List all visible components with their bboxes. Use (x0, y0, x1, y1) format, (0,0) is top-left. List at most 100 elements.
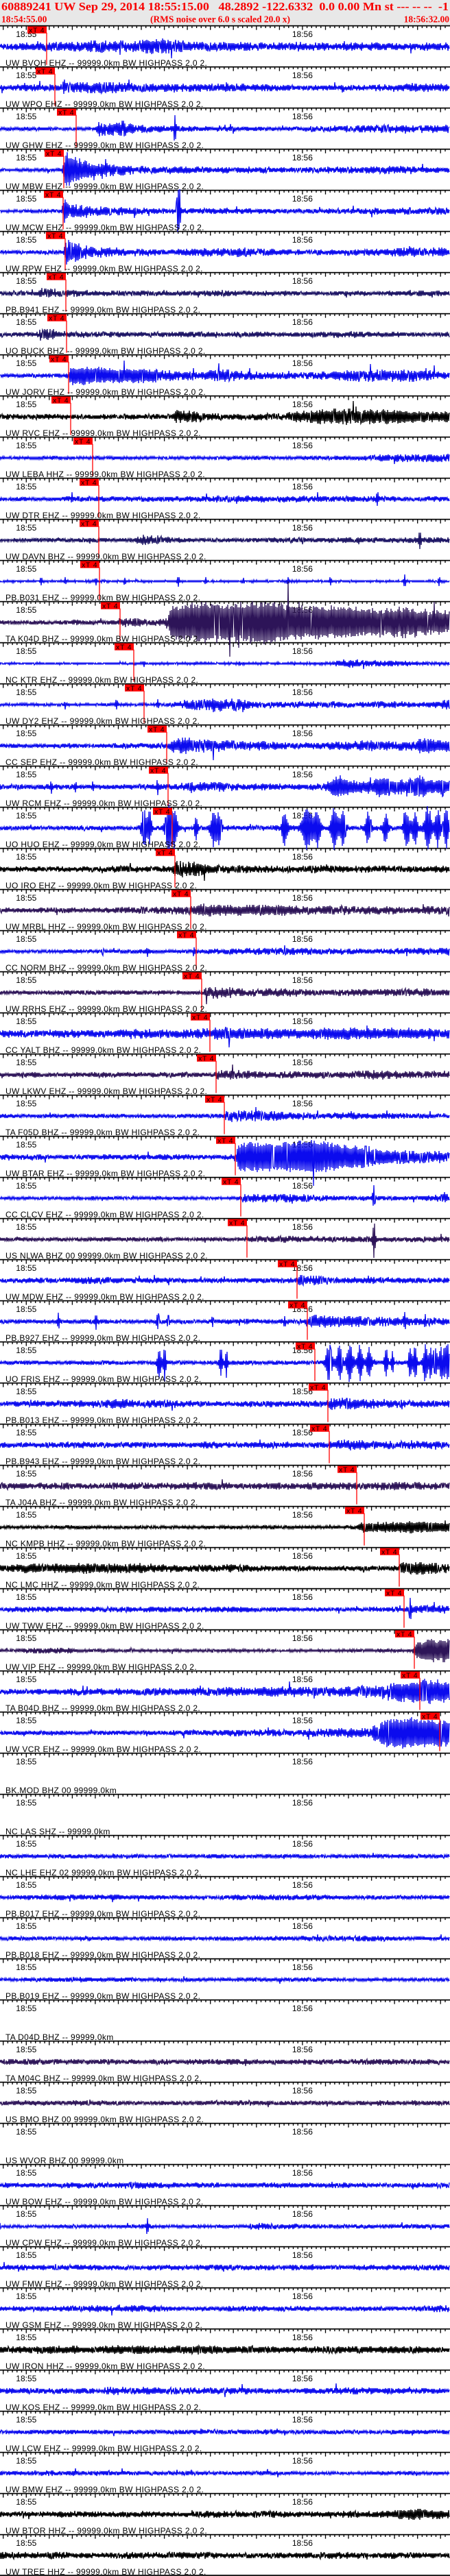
svg-text:UW BTAR EHZ -- 99999.0km BW HI: UW BTAR EHZ -- 99999.0km BW HIGHPASS 2.0… (5, 1169, 205, 1178)
svg-text:18:55: 18:55 (16, 1798, 36, 1808)
svg-text:UW BMW EHZ -- 99999.0km BW HIG: UW BMW EHZ -- 99999.0km BW HIGHPASS 2.0 … (5, 2485, 204, 2494)
svg-text:18:55: 18:55 (16, 1839, 36, 1849)
svg-text:18:56: 18:56 (292, 441, 313, 450)
svg-text:18:55: 18:55 (16, 2497, 36, 2507)
svg-text:xT 4: xT 4 (47, 232, 63, 240)
svg-text:18:55: 18:55 (16, 1469, 36, 1479)
svg-text:18:56: 18:56 (292, 2209, 313, 2219)
svg-text:60889241 UW Sep 29, 2014 18:55: 60889241 UW Sep 29, 2014 18:55:15.00 48.… (1, 0, 449, 13)
svg-text:xT 4: xT 4 (339, 1466, 355, 1474)
svg-text:18:55: 18:55 (16, 1921, 36, 1931)
svg-text:UW BOW EHZ -- 99999.0km BW HIG: UW BOW EHZ -- 99999.0km BW HIGHPASS 2.0 … (5, 2197, 204, 2207)
svg-text:18:56: 18:56 (292, 2004, 313, 2013)
svg-text:18:55: 18:55 (16, 71, 36, 80)
svg-text:18:55: 18:55 (16, 1346, 36, 1355)
svg-text:TA F05D BHZ -- 99999.0km BW HI: TA F05D BHZ -- 99999.0km BW HIGHPASS 2.0… (5, 1128, 200, 1137)
svg-text:xT 4: xT 4 (81, 478, 97, 487)
svg-text:18:55: 18:55 (16, 2374, 36, 2383)
svg-text:18:55: 18:55 (16, 1058, 36, 1067)
svg-text:18:56: 18:56 (292, 729, 313, 738)
svg-text:18:55: 18:55 (16, 2127, 36, 2137)
svg-text:18:55: 18:55 (16, 1222, 36, 1232)
svg-text:18:56: 18:56 (292, 646, 313, 656)
svg-text:18:55: 18:55 (16, 112, 36, 121)
svg-text:18:56: 18:56 (292, 29, 313, 39)
svg-text:xT 4: xT 4 (58, 108, 74, 117)
svg-text:18:55: 18:55 (16, 2086, 36, 2095)
svg-text:US WVOR BHZ 00 99999.0km: US WVOR BHZ 00 99999.0km (5, 2156, 123, 2165)
svg-text:18:55: 18:55 (16, 1963, 36, 1972)
svg-text:NC LMC HHZ -- 99999.0km BW HIG: NC LMC HHZ -- 99999.0km BW HIGHPASS 2.0 … (5, 1580, 200, 1590)
svg-text:BK.MOD BHZ 00 99999.0km: BK.MOD BHZ 00 99999.0km (5, 1786, 117, 1795)
svg-text:PB.B927 EHZ -- 99999.0km BW HI: PB.B927 EHZ -- 99999.0km BW HIGHPASS 2.0… (5, 1333, 200, 1343)
svg-text:18:56: 18:56 (292, 975, 313, 985)
svg-text:xT 4: xT 4 (310, 1383, 326, 1392)
svg-text:xT 4: xT 4 (192, 1013, 208, 1021)
svg-text:18:55: 18:55 (16, 194, 36, 204)
svg-text:18:56: 18:56 (292, 112, 313, 121)
svg-text:xT 4: xT 4 (402, 1671, 418, 1679)
svg-text:xT 4: xT 4 (381, 1548, 397, 1556)
svg-text:18:55: 18:55 (16, 1757, 36, 1766)
svg-text:18:55: 18:55 (16, 153, 36, 162)
svg-text:18:55: 18:55 (16, 523, 36, 533)
svg-text:xT 4: xT 4 (279, 1260, 295, 1268)
svg-text:18:55: 18:55 (16, 400, 36, 409)
svg-text:UW BTOR HHZ -- 99999.0km BW HI: UW BTOR HHZ -- 99999.0km BW HIGHPASS 2.0… (5, 2526, 207, 2536)
svg-text:xT 4: xT 4 (346, 1507, 362, 1515)
svg-text:18:56: 18:56 (292, 770, 313, 779)
svg-text:TA D04D BHZ -- 99999.0km: TA D04D BHZ -- 99999.0km (5, 2032, 114, 2042)
svg-text:PB.B018 EHZ -- 99999.0km BW HI: PB.B018 EHZ -- 99999.0km BW HIGHPASS 2.0… (5, 1950, 200, 1960)
svg-text:18:55: 18:55 (16, 2292, 36, 2301)
svg-text:18:55: 18:55 (16, 1428, 36, 1437)
svg-text:18:56: 18:56 (292, 400, 313, 409)
svg-text:18:56: 18:56 (292, 1921, 313, 1931)
svg-text:18:56: 18:56 (292, 1633, 313, 1643)
svg-text:NC KMPB HHZ -- 99999.0km BW HI: NC KMPB HHZ -- 99999.0km BW HIGHPASS 2.0… (5, 1539, 206, 1548)
svg-text:18:55: 18:55 (16, 1510, 36, 1520)
svg-text:xT 4: xT 4 (51, 355, 67, 363)
svg-text:UO FRIS EHZ -- 99999.0km BW HI: UO FRIS EHZ -- 99999.0km BW HIGHPASS 2.0… (5, 1374, 202, 1384)
svg-text:18:56: 18:56 (292, 1469, 313, 1479)
svg-text:UW TREE HHZ -- 99999.0km BW HI: UW TREE HHZ -- 99999.0km BW HIGHPASS 2.0… (5, 2567, 206, 2576)
svg-text:UW RCM EHZ -- 99999.0km BW HIG: UW RCM EHZ -- 99999.0km BW HIGHPASS 2.0 … (5, 799, 202, 808)
svg-text:UW CPW EHZ -- 99999.0km BW HIG: UW CPW EHZ -- 99999.0km BW HIGHPASS 2.0 … (5, 2238, 203, 2248)
svg-text:xT 4: xT 4 (289, 1301, 305, 1309)
svg-text:UO IRO EHZ -- 99999.0km BW HIG: UO IRO EHZ -- 99999.0km BW HIGHPASS 2.0 … (5, 881, 197, 890)
svg-text:18:56: 18:56 (292, 2086, 313, 2095)
svg-text:18:56: 18:56 (292, 2045, 313, 2054)
svg-text:xT 4: xT 4 (45, 191, 61, 199)
svg-text:UW DY2 EHZ -- 99999.0km BW HIG: UW DY2 EHZ -- 99999.0km BW HIGHPASS 2.0 … (5, 716, 200, 726)
svg-text:UW FMW EHZ -- 99999.0km BW HIG: UW FMW EHZ -- 99999.0km BW HIGHPASS 2.0 … (5, 2279, 204, 2289)
svg-text:CC NORM BHZ -- 99999.0km BW HI: CC NORM BHZ -- 99999.0km BW HIGHPASS 2.0… (5, 963, 207, 973)
svg-text:18:55: 18:55 (16, 2415, 36, 2425)
svg-text:18:56: 18:56 (292, 482, 313, 491)
svg-text:18:56: 18:56 (292, 235, 313, 245)
svg-text:18:55: 18:55 (16, 2333, 36, 2342)
svg-text:18:55: 18:55 (16, 1181, 36, 1191)
svg-text:18:55: 18:55 (16, 1017, 36, 1026)
svg-text:xT 4: xT 4 (102, 602, 118, 610)
svg-text:18:55: 18:55 (16, 1633, 36, 1643)
svg-text:18:56: 18:56 (292, 1675, 313, 1684)
svg-text:18:55: 18:55 (16, 770, 36, 779)
svg-text:18:56: 18:56 (292, 2497, 313, 2507)
svg-text:UW TWW EHZ -- 99999.0km BW HIG: UW TWW EHZ -- 99999.0km BW HIGHPASS 2.0 … (5, 1621, 204, 1631)
svg-text:18:56: 18:56 (292, 1592, 313, 1602)
svg-text:18:55: 18:55 (16, 2004, 36, 2013)
svg-text:xT 4: xT 4 (49, 314, 64, 322)
svg-text:18:55: 18:55 (16, 564, 36, 574)
svg-text:xT 4: xT 4 (386, 1589, 402, 1597)
svg-text:18:56: 18:56 (292, 1058, 313, 1067)
svg-text:CC CLCV EHZ -- 99999.0km BW HI: CC CLCV EHZ -- 99999.0km BW HIGHPASS 2.0… (5, 1210, 204, 1219)
svg-text:xT 4: xT 4 (53, 396, 69, 404)
svg-text:xT 4: xT 4 (198, 1054, 214, 1062)
svg-text:PB.B017 EHZ -- 99999.0km BW HI: PB.B017 EHZ -- 99999.0km BW HIGHPASS 2.0… (5, 1909, 200, 1919)
svg-text:xT 4: xT 4 (126, 684, 142, 692)
svg-text:18:55: 18:55 (16, 605, 36, 615)
svg-text:18:56: 18:56 (292, 1017, 313, 1026)
svg-text:18:56: 18:56 (292, 523, 313, 533)
svg-text:UW VIP EHZ -- 99999.0km BW HIG: UW VIP EHZ -- 99999.0km BW HIGHPASS 2.0 … (5, 1662, 197, 1672)
svg-text:18:56: 18:56 (292, 2415, 313, 2425)
svg-text:18:55: 18:55 (16, 2456, 36, 2466)
